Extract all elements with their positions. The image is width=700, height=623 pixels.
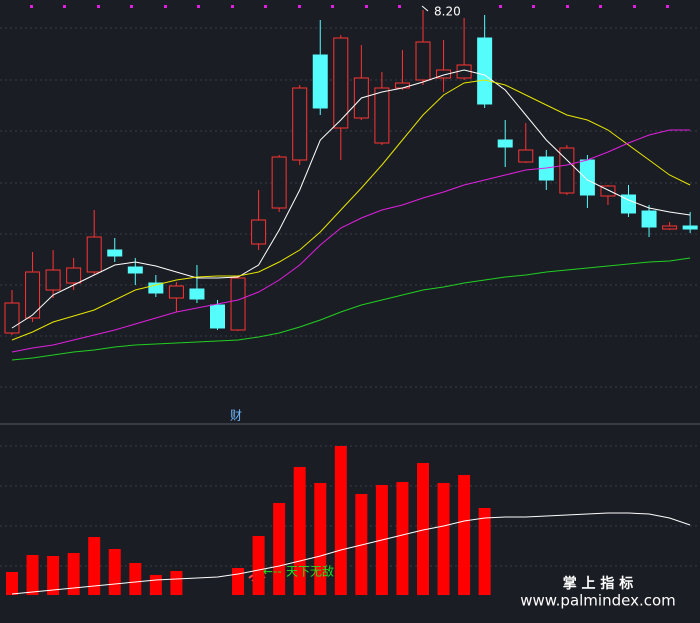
bar — [47, 556, 60, 595]
candle-body — [641, 210, 657, 228]
indicator-line — [11, 512, 691, 595]
bar — [108, 549, 121, 595]
bar — [396, 482, 409, 595]
bar — [67, 553, 80, 595]
candle-body — [107, 249, 123, 257]
candle-body — [436, 69, 452, 79]
indicator-line — [11, 257, 691, 361]
top-dots — [30, 5, 669, 8]
bar — [293, 467, 306, 595]
bar — [273, 503, 286, 595]
candle-body — [271, 156, 287, 209]
watermark-url: www.palmindex.com — [520, 592, 676, 610]
candle-body — [312, 54, 328, 109]
candle-body — [66, 267, 82, 284]
candle-body — [333, 37, 349, 129]
candle-body — [25, 271, 41, 319]
annotation: 天下无敌 — [286, 564, 334, 579]
candle-body — [4, 302, 20, 334]
high-label: 8.20 — [434, 5, 461, 19]
candle-body — [374, 87, 390, 144]
high-pointer — [421, 5, 429, 12]
watermark-title: 掌 上 指 标 — [563, 575, 634, 592]
bar — [88, 537, 101, 595]
candle-body — [682, 225, 698, 230]
bar — [26, 555, 39, 595]
indicator-line — [11, 69, 691, 329]
candle-body — [189, 288, 205, 300]
candle-body — [148, 282, 164, 294]
candle-body — [168, 285, 184, 299]
candle-body — [477, 37, 493, 105]
bar — [458, 475, 471, 595]
bar — [149, 575, 162, 595]
candle-body — [251, 219, 267, 245]
panel-title: 财 — [230, 409, 242, 423]
bar — [437, 483, 450, 595]
candle-body — [662, 225, 678, 230]
candle-body — [86, 236, 102, 273]
bar — [232, 568, 245, 595]
candle-body — [518, 149, 534, 163]
candle-body — [394, 82, 410, 89]
candle-body — [127, 266, 143, 274]
candle-body — [497, 139, 513, 148]
candle-body — [559, 147, 575, 194]
bar — [6, 572, 18, 595]
bar — [478, 508, 491, 595]
candle-body — [600, 185, 616, 197]
bar — [252, 536, 265, 595]
grid — [0, 27, 700, 567]
candle-body — [292, 87, 308, 161]
bar — [170, 571, 183, 595]
bar — [314, 483, 327, 595]
candle-body — [210, 304, 225, 329]
candle-body — [621, 194, 636, 214]
candle-body — [579, 159, 595, 196]
indicator-line — [11, 129, 691, 353]
candle-body — [45, 269, 61, 291]
candle-body — [230, 277, 246, 331]
indicator-line — [11, 79, 691, 341]
annotation-arrow: ←-- — [263, 565, 282, 579]
candle-body — [415, 41, 431, 81]
bar — [417, 463, 429, 595]
bar — [334, 446, 347, 595]
bar — [129, 563, 142, 595]
